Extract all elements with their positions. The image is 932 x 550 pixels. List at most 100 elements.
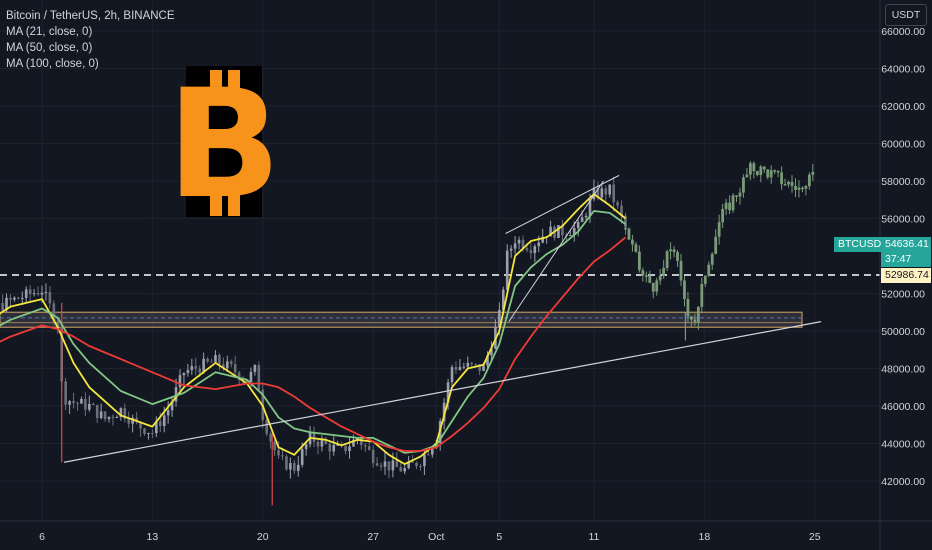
candle-body: [84, 398, 87, 410]
candle-body: [419, 466, 422, 468]
candle-body: [576, 221, 580, 228]
candle-body: [620, 205, 623, 216]
projection-body: [669, 249, 672, 252]
candle-body: [225, 361, 229, 369]
candle-body: [517, 239, 521, 244]
candle-body: [403, 468, 407, 472]
projection-body: [651, 282, 655, 292]
projection-body: [662, 267, 666, 277]
candle-body: [316, 441, 320, 447]
candle-body: [352, 439, 355, 447]
projection-body: [773, 170, 777, 172]
projection-body: [728, 202, 731, 211]
projection-body: [766, 169, 770, 178]
candle-body: [296, 464, 300, 471]
channel-upper-line: [505, 174, 620, 234]
projection-body: [676, 252, 679, 261]
candle-body: [360, 438, 363, 446]
projection-body: [759, 166, 763, 176]
candle-body: [336, 444, 339, 446]
candle-body: [596, 187, 600, 198]
candle-body: [5, 297, 8, 311]
candle-body: [24, 289, 28, 298]
candle-body: [375, 463, 379, 466]
support-zone-rect: [0, 311, 803, 328]
projection-body: [707, 264, 711, 276]
ma-line-50: [0, 210, 627, 454]
candle-body: [257, 365, 261, 390]
candle-body: [76, 402, 79, 404]
candle-body: [293, 463, 296, 471]
candle-body: [320, 440, 324, 447]
candle-body: [490, 348, 493, 356]
projection-body: [724, 202, 728, 209]
ascending-trendline: [63, 321, 822, 463]
candle-body: [561, 225, 564, 236]
candle-body: [186, 370, 190, 374]
projection-body: [790, 182, 794, 186]
projection-body: [811, 171, 815, 175]
projection-body: [780, 172, 784, 185]
projection-body: [690, 316, 693, 320]
projection-body: [686, 299, 690, 317]
candle-body: [328, 443, 332, 452]
candle-body: [501, 289, 505, 310]
time-tick-label: 11: [588, 531, 599, 543]
price-tick-label: 46000.00: [881, 401, 925, 413]
candle-body: [446, 382, 450, 403]
candle-body: [190, 366, 194, 371]
candle-body: [210, 361, 213, 363]
ma100-legend[interactable]: MA (100, close, 0): [6, 58, 99, 70]
ma21-legend[interactable]: MA (21, close, 0): [6, 26, 93, 38]
candle-body: [162, 415, 166, 426]
candle-body: [498, 309, 501, 327]
candle-body: [387, 461, 391, 471]
candle-body: [580, 217, 584, 222]
candle-body: [537, 242, 541, 247]
bar-countdown: 37:47: [881, 252, 931, 268]
candle-body: [363, 445, 367, 447]
currency-selector[interactable]: USDT: [885, 4, 927, 26]
projection-body: [748, 163, 752, 175]
projection-body: [742, 177, 745, 193]
candle-body: [143, 428, 146, 434]
projection-body: [787, 182, 790, 185]
projection-body: [672, 249, 676, 253]
candle-body: [13, 297, 16, 300]
candle-body: [68, 401, 71, 405]
projection-body: [658, 276, 662, 281]
candle-body: [214, 354, 217, 363]
candle-body: [300, 449, 304, 465]
candle-body: [616, 202, 619, 206]
candle-body: [178, 375, 182, 388]
candle-body: [151, 432, 154, 434]
projection-body: [700, 283, 704, 307]
projection-body: [624, 227, 627, 230]
candle-body: [478, 364, 481, 371]
candle-body: [20, 297, 24, 299]
candle-body: [549, 226, 552, 237]
candle-body: [119, 408, 123, 417]
candle-body: [383, 461, 387, 467]
candle-body: [182, 373, 186, 376]
projection-body: [752, 163, 756, 172]
time-tick-label: 6: [39, 531, 45, 543]
projection-body: [655, 280, 659, 292]
price-tick-label: 62000.00: [881, 101, 925, 113]
projection-body: [721, 208, 725, 223]
price-tick-label: 48000.00: [881, 364, 925, 376]
projection-body: [641, 270, 645, 276]
projection-body: [679, 260, 683, 281]
ma50-legend[interactable]: MA (50, close, 0): [6, 42, 93, 54]
candle-body: [600, 188, 604, 198]
chart-legend: Bitcoin / TetherUS, 2h, BINANCE MA (21, …: [6, 8, 175, 72]
candle-body: [139, 421, 142, 429]
candle-body: [103, 411, 107, 420]
symbol-title[interactable]: Bitcoin / TetherUS, 2h, BINANCE: [6, 10, 175, 22]
projection-body: [755, 171, 759, 176]
candle-body: [533, 246, 537, 254]
candle-body: [423, 454, 426, 467]
candle-body: [36, 293, 40, 295]
